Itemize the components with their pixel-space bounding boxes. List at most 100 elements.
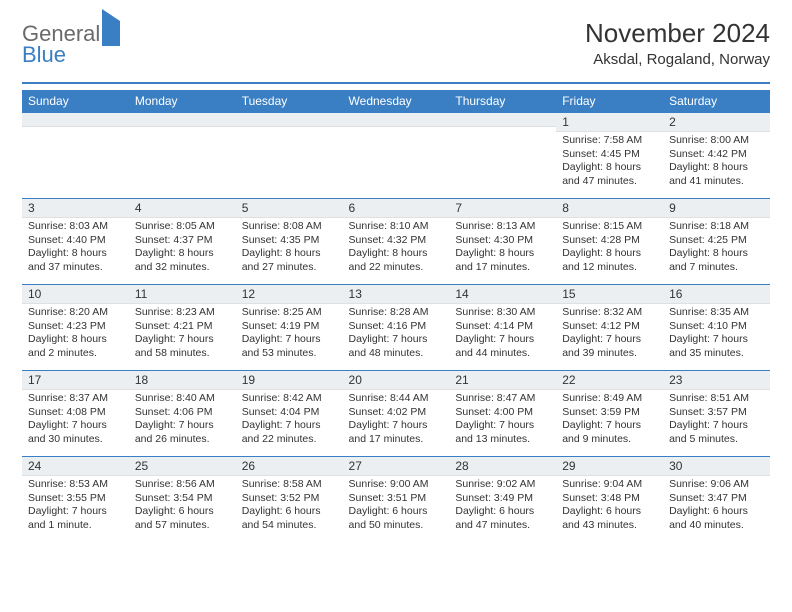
sunrise-text: Sunrise: 8:20 AM: [28, 306, 123, 320]
day-body: Sunrise: 8:00 AMSunset: 4:42 PMDaylight:…: [663, 132, 770, 193]
sunset-text: Sunset: 4:08 PM: [28, 406, 123, 420]
day-body: Sunrise: 7:58 AMSunset: 4:45 PMDaylight:…: [556, 132, 663, 193]
day-number: 23: [663, 371, 770, 390]
sunrise-text: Sunrise: 9:00 AM: [349, 478, 444, 492]
sunset-text: Sunset: 3:48 PM: [562, 492, 657, 506]
day-number: 11: [129, 285, 236, 304]
sunset-text: Sunset: 4:21 PM: [135, 320, 230, 334]
sunset-text: Sunset: 4:42 PM: [669, 148, 764, 162]
day-number: 30: [663, 457, 770, 476]
day-body: Sunrise: 8:28 AMSunset: 4:16 PMDaylight:…: [343, 304, 450, 365]
sunrise-text: Sunrise: 8:51 AM: [669, 392, 764, 406]
calendar-day-cell: 10Sunrise: 8:20 AMSunset: 4:23 PMDayligh…: [22, 285, 129, 371]
calendar-day-cell: 23Sunrise: 8:51 AMSunset: 3:57 PMDayligh…: [663, 371, 770, 457]
day-number: [22, 113, 129, 127]
sunset-text: Sunset: 4:30 PM: [455, 234, 550, 248]
calendar-day-cell: 27Sunrise: 9:00 AMSunset: 3:51 PMDayligh…: [343, 457, 450, 543]
day-number: 18: [129, 371, 236, 390]
day-number: 20: [343, 371, 450, 390]
daylight-text: Daylight: 8 hours and 7 minutes.: [669, 247, 764, 274]
daylight-text: Daylight: 7 hours and 58 minutes.: [135, 333, 230, 360]
sunset-text: Sunset: 4:06 PM: [135, 406, 230, 420]
calendar-day-cell: 1Sunrise: 7:58 AMSunset: 4:45 PMDaylight…: [556, 113, 663, 199]
daylight-text: Daylight: 6 hours and 54 minutes.: [242, 505, 337, 532]
sunrise-text: Sunrise: 8:00 AM: [669, 134, 764, 148]
day-number: 13: [343, 285, 450, 304]
sunrise-text: Sunrise: 8:03 AM: [28, 220, 123, 234]
day-body: Sunrise: 8:15 AMSunset: 4:28 PMDaylight:…: [556, 218, 663, 279]
day-number: 15: [556, 285, 663, 304]
sunset-text: Sunset: 4:40 PM: [28, 234, 123, 248]
day-body: Sunrise: 8:30 AMSunset: 4:14 PMDaylight:…: [449, 304, 556, 365]
day-body: Sunrise: 8:13 AMSunset: 4:30 PMDaylight:…: [449, 218, 556, 279]
sunset-text: Sunset: 4:04 PM: [242, 406, 337, 420]
sunset-text: Sunset: 3:51 PM: [349, 492, 444, 506]
daylight-text: Daylight: 7 hours and 44 minutes.: [455, 333, 550, 360]
day-body: Sunrise: 8:03 AMSunset: 4:40 PMDaylight:…: [22, 218, 129, 279]
day-body: [449, 127, 556, 133]
daylight-text: Daylight: 7 hours and 48 minutes.: [349, 333, 444, 360]
day-number: 4: [129, 199, 236, 218]
calendar-day-cell: 13Sunrise: 8:28 AMSunset: 4:16 PMDayligh…: [343, 285, 450, 371]
calendar-day-cell: 9Sunrise: 8:18 AMSunset: 4:25 PMDaylight…: [663, 199, 770, 285]
calendar-day-cell: 7Sunrise: 8:13 AMSunset: 4:30 PMDaylight…: [449, 199, 556, 285]
sunrise-text: Sunrise: 8:44 AM: [349, 392, 444, 406]
sunset-text: Sunset: 3:52 PM: [242, 492, 337, 506]
day-number: 26: [236, 457, 343, 476]
sunset-text: Sunset: 4:02 PM: [349, 406, 444, 420]
calendar-day-cell: [22, 113, 129, 199]
day-number: [129, 113, 236, 127]
calendar-week-row: 24Sunrise: 8:53 AMSunset: 3:55 PMDayligh…: [22, 457, 770, 543]
day-body: Sunrise: 9:04 AMSunset: 3:48 PMDaylight:…: [556, 476, 663, 537]
daylight-text: Daylight: 7 hours and 17 minutes.: [349, 419, 444, 446]
daylight-text: Daylight: 8 hours and 37 minutes.: [28, 247, 123, 274]
day-number: 28: [449, 457, 556, 476]
calendar-day-cell: 18Sunrise: 8:40 AMSunset: 4:06 PMDayligh…: [129, 371, 236, 457]
daylight-text: Daylight: 8 hours and 27 minutes.: [242, 247, 337, 274]
daylight-text: Daylight: 6 hours and 50 minutes.: [349, 505, 444, 532]
calendar-week-row: 1Sunrise: 7:58 AMSunset: 4:45 PMDaylight…: [22, 113, 770, 199]
weekday-header: Monday: [129, 90, 236, 113]
daylight-text: Daylight: 8 hours and 22 minutes.: [349, 247, 444, 274]
sunrise-text: Sunrise: 8:53 AM: [28, 478, 123, 492]
day-body: Sunrise: 8:58 AMSunset: 3:52 PMDaylight:…: [236, 476, 343, 537]
sunrise-text: Sunrise: 8:18 AM: [669, 220, 764, 234]
location: Aksdal, Rogaland, Norway: [585, 51, 770, 68]
day-number: 7: [449, 199, 556, 218]
sunset-text: Sunset: 3:55 PM: [28, 492, 123, 506]
calendar-day-cell: 19Sunrise: 8:42 AMSunset: 4:04 PMDayligh…: [236, 371, 343, 457]
daylight-text: Daylight: 8 hours and 17 minutes.: [455, 247, 550, 274]
day-body: Sunrise: 8:32 AMSunset: 4:12 PMDaylight:…: [556, 304, 663, 365]
sunset-text: Sunset: 4:35 PM: [242, 234, 337, 248]
day-number: 14: [449, 285, 556, 304]
weekday-header: Thursday: [449, 90, 556, 113]
calendar-day-cell: 26Sunrise: 8:58 AMSunset: 3:52 PMDayligh…: [236, 457, 343, 543]
logo-triangle-icon: [102, 9, 120, 46]
calendar-day-cell: 3Sunrise: 8:03 AMSunset: 4:40 PMDaylight…: [22, 199, 129, 285]
sunset-text: Sunset: 4:28 PM: [562, 234, 657, 248]
sunrise-text: Sunrise: 8:58 AM: [242, 478, 337, 492]
day-body: Sunrise: 8:51 AMSunset: 3:57 PMDaylight:…: [663, 390, 770, 451]
sunset-text: Sunset: 4:12 PM: [562, 320, 657, 334]
daylight-text: Daylight: 7 hours and 1 minute.: [28, 505, 123, 532]
daylight-text: Daylight: 7 hours and 30 minutes.: [28, 419, 123, 446]
daylight-text: Daylight: 7 hours and 9 minutes.: [562, 419, 657, 446]
calendar-day-cell: [129, 113, 236, 199]
calendar-day-cell: 6Sunrise: 8:10 AMSunset: 4:32 PMDaylight…: [343, 199, 450, 285]
daylight-text: Daylight: 7 hours and 53 minutes.: [242, 333, 337, 360]
day-number: 5: [236, 199, 343, 218]
sunset-text: Sunset: 4:37 PM: [135, 234, 230, 248]
sunrise-text: Sunrise: 8:13 AM: [455, 220, 550, 234]
day-number: [236, 113, 343, 127]
day-number: 21: [449, 371, 556, 390]
sunset-text: Sunset: 4:32 PM: [349, 234, 444, 248]
calendar-day-cell: 22Sunrise: 8:49 AMSunset: 3:59 PMDayligh…: [556, 371, 663, 457]
sunrise-text: Sunrise: 8:28 AM: [349, 306, 444, 320]
calendar-day-cell: 12Sunrise: 8:25 AMSunset: 4:19 PMDayligh…: [236, 285, 343, 371]
sunset-text: Sunset: 3:47 PM: [669, 492, 764, 506]
day-body: Sunrise: 9:00 AMSunset: 3:51 PMDaylight:…: [343, 476, 450, 537]
calendar-table: Sunday Monday Tuesday Wednesday Thursday…: [22, 90, 770, 543]
day-number: 6: [343, 199, 450, 218]
sunrise-text: Sunrise: 8:35 AM: [669, 306, 764, 320]
daylight-text: Daylight: 7 hours and 22 minutes.: [242, 419, 337, 446]
